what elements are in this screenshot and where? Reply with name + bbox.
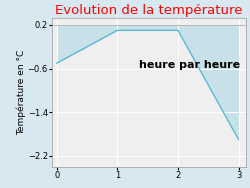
Y-axis label: Température en °C: Température en °C bbox=[17, 50, 26, 135]
Title: Evolution de la température: Evolution de la température bbox=[55, 4, 243, 17]
Text: heure par heure: heure par heure bbox=[139, 60, 240, 70]
